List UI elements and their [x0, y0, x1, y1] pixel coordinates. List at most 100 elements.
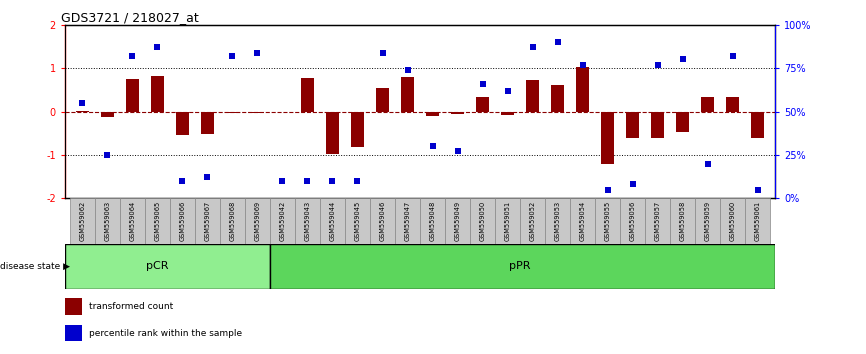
Text: GSM559069: GSM559069: [255, 200, 261, 241]
Bar: [326, 112, 339, 154]
Bar: [376, 88, 390, 112]
Text: GSM559053: GSM559053: [554, 200, 560, 241]
Text: GSM559056: GSM559056: [630, 200, 636, 241]
Point: [376, 50, 390, 55]
Point: [151, 45, 165, 50]
FancyBboxPatch shape: [170, 198, 195, 244]
FancyBboxPatch shape: [95, 198, 120, 244]
FancyBboxPatch shape: [270, 198, 295, 244]
Text: GSM559061: GSM559061: [754, 200, 760, 241]
Point: [576, 62, 590, 68]
Point: [450, 149, 464, 154]
Text: pPR: pPR: [509, 261, 531, 272]
Point: [275, 178, 289, 184]
Point: [675, 57, 689, 62]
Point: [351, 178, 365, 184]
Bar: [126, 79, 139, 112]
Bar: [351, 112, 365, 147]
FancyBboxPatch shape: [65, 244, 270, 289]
Text: GSM559062: GSM559062: [80, 200, 86, 241]
Text: GSM559063: GSM559063: [105, 200, 111, 241]
Bar: [100, 112, 114, 117]
Text: GDS3721 / 218027_at: GDS3721 / 218027_at: [61, 11, 199, 24]
FancyBboxPatch shape: [620, 198, 645, 244]
Bar: [75, 111, 89, 112]
Point: [301, 178, 314, 184]
Point: [650, 62, 664, 68]
Text: GSM559057: GSM559057: [655, 200, 661, 241]
Point: [326, 178, 339, 184]
Point: [250, 50, 264, 55]
Point: [551, 39, 565, 45]
FancyBboxPatch shape: [345, 198, 370, 244]
Point: [126, 53, 139, 59]
Text: GSM559050: GSM559050: [480, 200, 486, 241]
Bar: [551, 85, 565, 112]
Point: [701, 161, 714, 166]
Bar: [726, 97, 740, 112]
Bar: [250, 112, 264, 113]
FancyBboxPatch shape: [720, 198, 745, 244]
Bar: [576, 67, 590, 112]
FancyBboxPatch shape: [320, 198, 345, 244]
FancyBboxPatch shape: [145, 198, 170, 244]
Text: GSM559059: GSM559059: [705, 200, 711, 241]
Text: GSM559065: GSM559065: [154, 200, 160, 241]
FancyBboxPatch shape: [70, 198, 95, 244]
Text: GSM559055: GSM559055: [604, 200, 611, 241]
Text: GSM559066: GSM559066: [179, 200, 185, 241]
Text: pCR: pCR: [146, 261, 169, 272]
Text: disease state ▶: disease state ▶: [0, 262, 70, 271]
Point: [201, 175, 215, 180]
Bar: [650, 112, 664, 138]
Bar: [176, 112, 190, 135]
Bar: [425, 112, 439, 116]
Text: GSM559064: GSM559064: [129, 200, 135, 241]
Text: transformed count: transformed count: [89, 302, 173, 312]
Point: [501, 88, 514, 93]
Text: GSM559052: GSM559052: [529, 200, 535, 241]
FancyBboxPatch shape: [295, 198, 320, 244]
Point: [726, 53, 740, 59]
FancyBboxPatch shape: [270, 244, 775, 289]
Point: [401, 67, 415, 73]
FancyBboxPatch shape: [570, 198, 595, 244]
Text: GSM559045: GSM559045: [354, 200, 360, 241]
Text: GSM559068: GSM559068: [229, 200, 236, 241]
FancyBboxPatch shape: [220, 198, 245, 244]
Text: GSM559058: GSM559058: [680, 200, 686, 241]
Text: GSM559044: GSM559044: [329, 200, 335, 241]
FancyBboxPatch shape: [545, 198, 570, 244]
Bar: [301, 78, 314, 112]
Point: [526, 45, 540, 50]
Bar: [401, 77, 415, 112]
Bar: [226, 112, 239, 113]
Bar: [751, 112, 765, 138]
Bar: [625, 112, 639, 138]
FancyBboxPatch shape: [520, 198, 545, 244]
Bar: [475, 97, 489, 112]
Text: GSM559060: GSM559060: [729, 200, 735, 241]
Bar: [450, 112, 464, 114]
Text: GSM559054: GSM559054: [579, 200, 585, 241]
FancyBboxPatch shape: [120, 198, 145, 244]
FancyBboxPatch shape: [495, 198, 520, 244]
FancyBboxPatch shape: [445, 198, 470, 244]
Bar: [501, 112, 514, 115]
Bar: [526, 80, 540, 112]
FancyBboxPatch shape: [645, 198, 670, 244]
Text: percentile rank within the sample: percentile rank within the sample: [89, 329, 242, 338]
Text: GSM559049: GSM559049: [455, 200, 461, 241]
Text: GSM559051: GSM559051: [505, 200, 511, 241]
Bar: [151, 76, 165, 112]
FancyBboxPatch shape: [195, 198, 220, 244]
Point: [425, 143, 439, 149]
Bar: [675, 112, 689, 132]
Bar: [701, 97, 714, 112]
Text: GSM559042: GSM559042: [280, 200, 286, 241]
Point: [601, 187, 615, 193]
FancyBboxPatch shape: [370, 198, 395, 244]
Bar: [601, 112, 614, 164]
Point: [475, 81, 489, 87]
FancyBboxPatch shape: [695, 198, 720, 244]
